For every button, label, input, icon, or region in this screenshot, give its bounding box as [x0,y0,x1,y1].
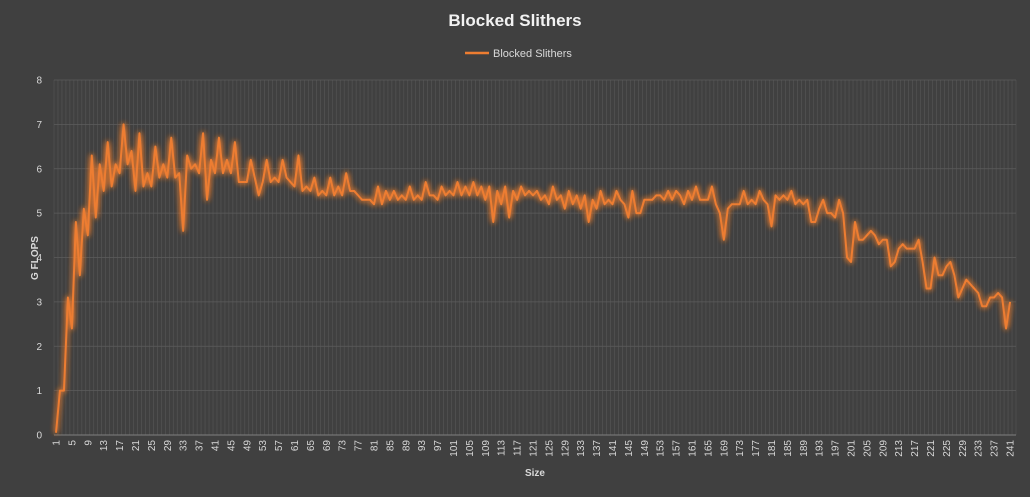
x-tick-label: 221 [926,440,937,457]
x-tick-label: 97 [433,440,444,452]
x-tick-label: 89 [401,440,412,452]
x-tick-label: 181 [767,440,778,457]
x-tick-label: 237 [990,440,1001,457]
x-tick-label: 189 [799,440,810,457]
x-tick-label: 157 [672,440,683,457]
x-axis-label: Size [525,468,545,479]
y-axis-label: G FLOPS [30,236,41,280]
x-tick-label: 73 [338,440,349,452]
x-tick-label: 13 [99,440,110,452]
x-tick-label: 121 [529,440,540,457]
x-tick-label: 109 [481,440,492,457]
y-tick-label: 2 [36,342,42,353]
x-tick-label: 101 [449,440,460,457]
x-tick-label: 37 [195,440,206,452]
x-tick-label: 85 [385,440,396,452]
x-tick-label: 213 [894,440,905,457]
x-tick-label: 141 [608,440,619,457]
x-tick-label: 241 [1006,440,1017,457]
x-tick-label: 201 [847,440,858,457]
chart-title: Blocked Slithers [448,11,581,30]
x-tick-label: 205 [862,440,873,457]
legend-label: Blocked Slithers [493,48,572,60]
series-line-blocked-slithers [54,123,1012,433]
x-tick-label: 113 [497,440,508,456]
x-tick-label: 225 [942,440,953,457]
x-tick-label: 129 [560,440,571,457]
x-tick-label: 5 [67,440,78,446]
x-tick-label: 149 [640,440,651,457]
x-tick-label: 169 [719,440,730,457]
x-tick-label: 33 [179,440,190,452]
x-tick-label: 117 [513,440,524,456]
x-tick-label: 177 [751,440,762,457]
x-tick-label: 145 [624,440,635,457]
x-tick-label: 25 [147,440,158,452]
x-tick-label: 233 [974,440,985,457]
x-tick-label: 41 [210,440,221,452]
x-tick-label: 125 [544,440,555,457]
x-tick-label: 57 [274,440,285,452]
x-tick-label: 17 [115,440,126,452]
x-tick-label: 173 [735,440,746,457]
y-tick-label: 7 [36,120,42,131]
x-tick-label: 61 [290,440,301,452]
y-tick-label: 4 [36,253,42,264]
x-tick-label: 133 [576,440,587,457]
x-tick-label: 185 [783,440,794,457]
y-tick-label: 0 [36,431,42,442]
x-tick-label: 217 [910,440,921,457]
x-tick-label: 209 [878,440,889,457]
x-tick-label: 229 [958,440,969,457]
x-tick-label: 29 [163,440,174,452]
x-tick-label: 65 [306,440,317,452]
x-tick-label: 21 [131,440,142,452]
x-tick-label: 197 [831,440,842,457]
x-tick-label: 81 [370,440,381,452]
x-tick-label: 105 [465,440,476,457]
legend: Blocked Slithers [465,48,572,60]
y-tick-label: 1 [36,386,42,397]
x-tick-label: 165 [703,440,714,457]
y-tick-label: 5 [36,209,42,220]
x-tick-label: 69 [322,440,333,452]
y-tick-label: 8 [36,76,42,87]
x-tick-label: 77 [354,440,365,452]
x-tick-label: 193 [815,440,826,457]
x-tick-label: 1 [51,440,62,446]
x-tick-label: 53 [258,440,269,452]
x-tick-label: 93 [417,440,428,452]
x-tick-label: 49 [242,440,253,452]
x-tick-label: 161 [688,440,699,457]
x-tick-label: 153 [656,440,667,457]
y-tick-label: 6 [36,164,42,175]
x-tick-label: 45 [226,440,237,452]
x-tick-label: 137 [592,440,603,457]
y-tick-label: 3 [36,297,42,308]
x-tick-label: 9 [83,440,94,446]
